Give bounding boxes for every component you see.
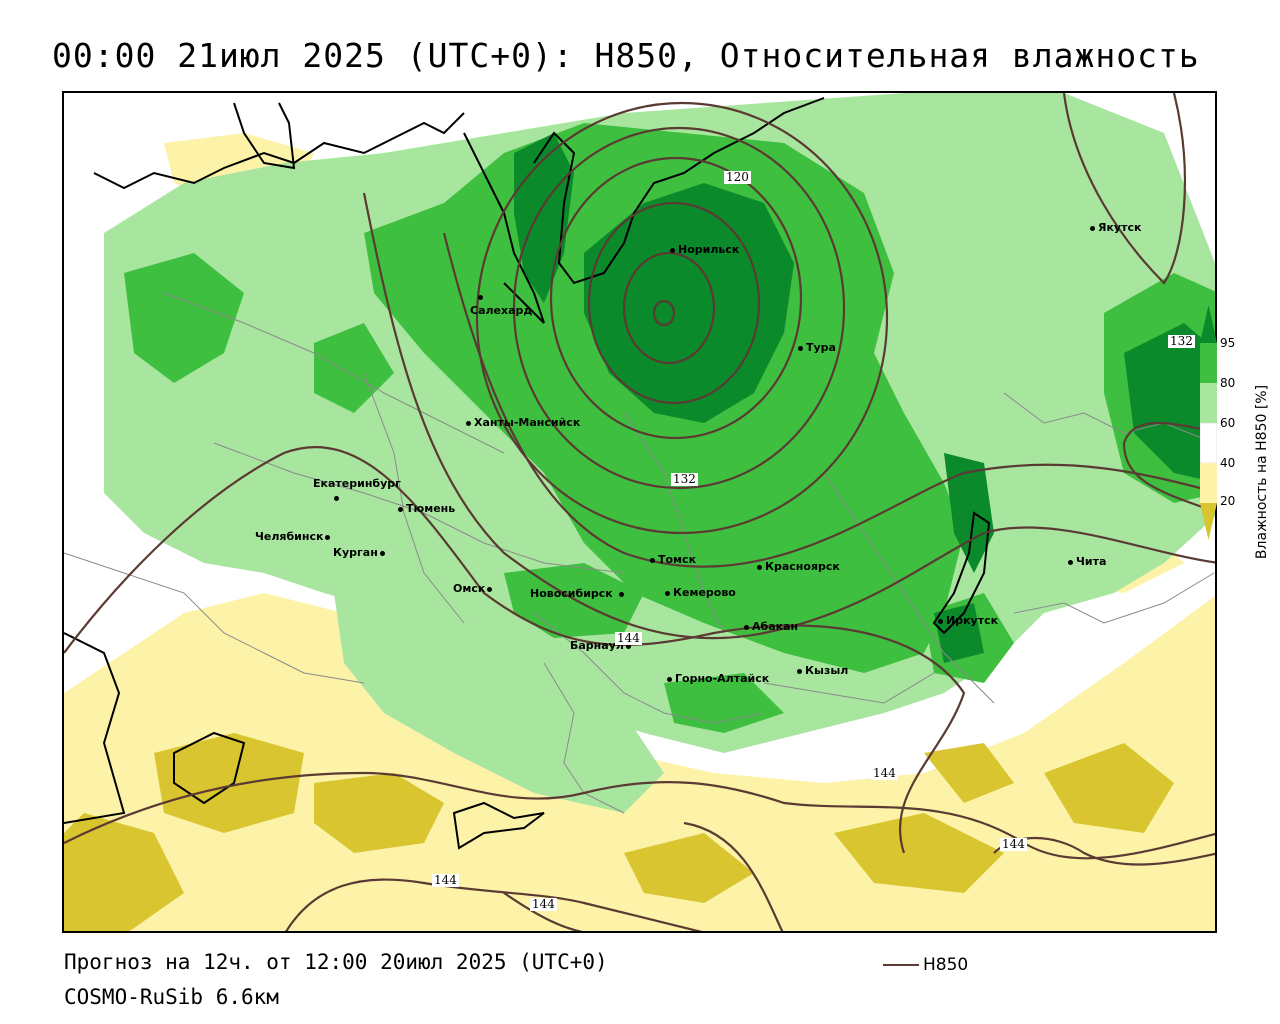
isoline-label: 144 <box>1000 837 1027 851</box>
city-dot-icon <box>1068 559 1073 565</box>
city-novosibirsk: Новосибирск <box>530 587 627 600</box>
city-dot-icon <box>650 557 655 563</box>
map-title: 00:00 21июл 2025 (UTC+0): H850, Относите… <box>52 36 1200 75</box>
city-chita: Чита <box>1068 555 1106 568</box>
city-khanty-mansiysk: Ханты-Мансийск <box>466 416 580 429</box>
city-salekhard-label: Салехард <box>470 304 533 317</box>
colorbar-lt20 <box>1200 503 1217 540</box>
city-gorno-altaysk: Горно-Алтайск <box>667 672 769 685</box>
city-chelyabinsk: Челябинск <box>255 530 333 543</box>
city-omsk: Омск <box>453 582 495 595</box>
city-dot-icon <box>334 495 339 501</box>
city-ekaterinburg-label: Екатеринбург <box>313 477 401 490</box>
city-dot-icon <box>379 550 385 556</box>
colorbar-80-95 <box>1200 343 1217 383</box>
humidity-map <box>64 93 1215 931</box>
city-dot-icon <box>670 247 675 253</box>
colorbar-tick: 20 <box>1220 494 1236 508</box>
city-kemerovo: Кемерово <box>665 586 736 599</box>
city-dot-icon <box>487 586 493 592</box>
colorbar-tick: 40 <box>1220 456 1236 470</box>
isoline-label: 144 <box>615 631 642 645</box>
city-ekaterinburg <box>334 491 342 504</box>
city-kurgan: Курган <box>333 546 388 559</box>
city-dot-icon <box>1090 225 1095 231</box>
city-dot-icon <box>938 618 943 624</box>
humidity-lt20-areas <box>64 183 1174 931</box>
h850-isolines <box>64 93 1215 931</box>
city-dot-icon <box>478 294 483 300</box>
city-dot-icon <box>466 420 471 426</box>
colorbar-gt95 <box>1200 305 1217 343</box>
city-dot-icon <box>798 345 803 351</box>
city-dot-icon <box>667 676 672 682</box>
map-panel <box>62 91 1217 933</box>
city-dot-icon <box>625 643 631 649</box>
city-yakutsk: Якутск <box>1090 221 1141 234</box>
city-tura: Тура <box>798 341 836 354</box>
forecast-info: Прогноз на 12ч. от 12:00 20июл 2025 (UTC… <box>64 950 608 974</box>
model-info: COSMO-RuSib 6.6км <box>64 985 279 1009</box>
isoline-label: 144 <box>530 897 557 911</box>
city-salekhard <box>478 290 486 303</box>
city-dot-icon <box>398 506 403 512</box>
isoline-legend: H850 <box>883 955 968 975</box>
city-dot-icon <box>618 591 624 597</box>
colorbar-tick: 95 <box>1220 336 1236 350</box>
coastlines <box>64 97 991 850</box>
colorbar-60-80 <box>1200 383 1217 423</box>
city-dot-icon <box>757 564 762 570</box>
colorbar <box>1200 305 1217 540</box>
city-norilsk: Норильск <box>670 243 739 256</box>
city-abakan: Абакан <box>744 620 798 633</box>
city-dot-icon <box>665 590 670 596</box>
colorbar-40-60 <box>1200 422 1217 464</box>
colorbar-title: Влажность на H850 [%] <box>1254 384 1270 560</box>
city-barnaul: Барнаул <box>570 639 634 652</box>
colorbar-20-40 <box>1200 463 1217 503</box>
city-krasnoyarsk: Красноярск <box>757 560 840 573</box>
legend-line-icon <box>883 964 919 966</box>
colorbar-tick: 60 <box>1220 416 1236 430</box>
city-tomsk: Томск <box>650 553 696 566</box>
colorbar-tick: 80 <box>1220 376 1236 390</box>
isoline-label: 144 <box>871 766 898 780</box>
city-irkutsk: Иркутск <box>938 614 998 627</box>
legend-label: H850 <box>923 955 969 975</box>
city-tyumen: Тюмень <box>398 502 455 515</box>
isoline-label: 120 <box>724 170 751 184</box>
city-dot-icon <box>744 624 749 630</box>
city-dot-icon <box>325 534 331 540</box>
isoline-label: 144 <box>432 873 459 887</box>
isoline-label: 132 <box>1168 334 1195 348</box>
isoline-label: 132 <box>671 472 698 486</box>
city-dot-icon <box>797 668 802 674</box>
city-kyzyl: Кызыл <box>797 664 848 677</box>
